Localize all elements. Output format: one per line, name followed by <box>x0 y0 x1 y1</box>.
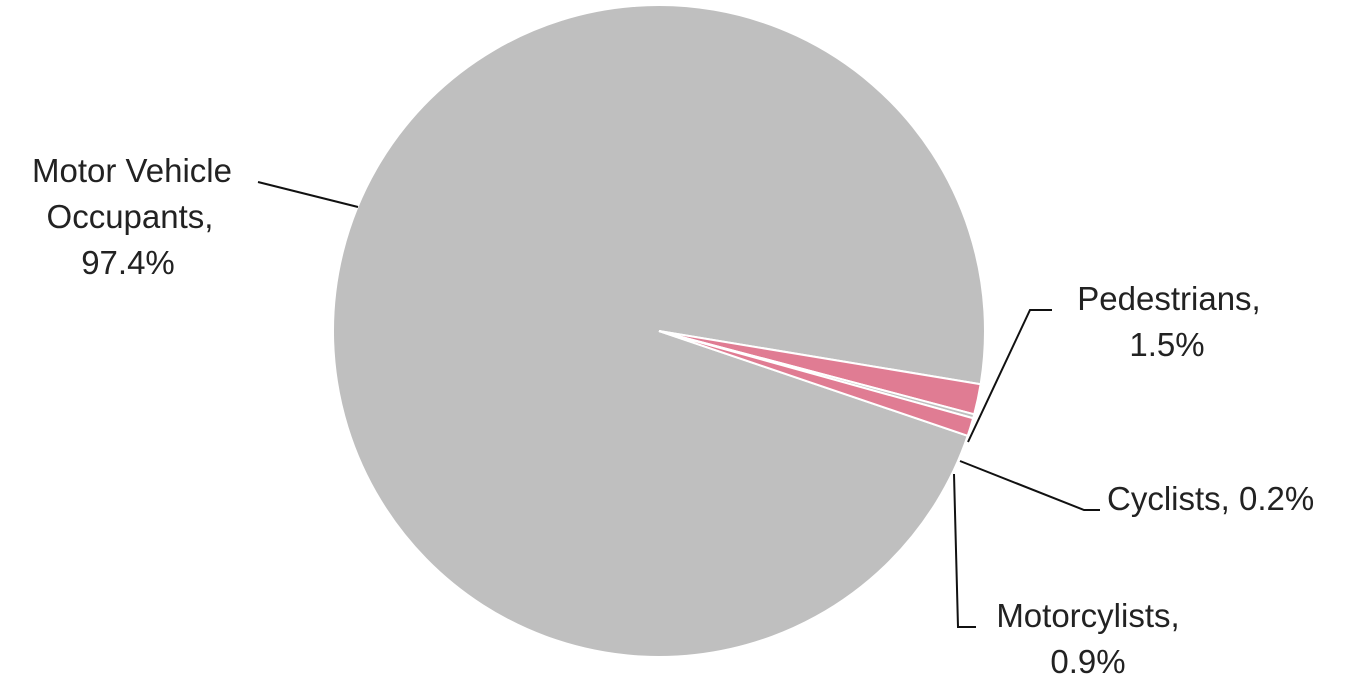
slice-label-pedestrians-line-1: Pedestrians, <box>1077 280 1260 317</box>
leader-lines <box>257 181 1100 628</box>
leader-line-cyclists <box>959 460 1100 511</box>
slice-label-cyclists-line-1: Cyclists, 0.2% <box>1107 480 1314 517</box>
pie-slices <box>332 4 986 659</box>
leader-line-pedestrians <box>967 309 1052 443</box>
leader-line-motorcylists <box>953 473 976 628</box>
pie-slice-motorcylists <box>658 330 975 438</box>
slice-label-motorcylists-line-2: 0.9% <box>1050 643 1125 679</box>
slice-label-pedestrians-line-2: 1.5% <box>1129 326 1204 363</box>
slice-label-motor-vehicle-occupants-line-3: 97.4% <box>81 244 175 281</box>
slice-label-motor-vehicle-occupants-line-2: Occupants, <box>47 198 214 235</box>
slice-label-motor-vehicle-occupants-line-1: Motor Vehicle <box>32 152 232 189</box>
slice-label-motorcylists-line-1: Motorcylists, <box>996 597 1179 634</box>
slice-labels: Motor Vehicle Occupants, 97.4% Pedestrians,… <box>32 152 1314 679</box>
leader-line-motor-vehicle-occupants <box>257 181 359 208</box>
